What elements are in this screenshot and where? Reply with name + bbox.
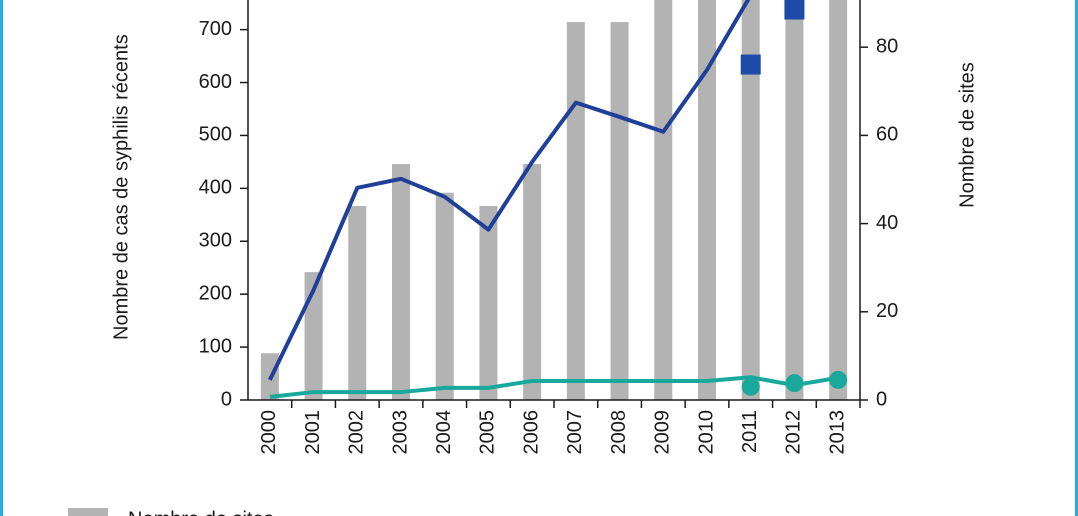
x-tick-label: 2004 (433, 410, 455, 455)
marker (785, 374, 804, 393)
bar (435, 192, 454, 400)
x-tick-label: 2006 (520, 410, 542, 455)
y2-tick-label: 0 (876, 388, 887, 410)
bar (785, 0, 804, 401)
x-tick-label: 2011 (739, 410, 761, 453)
marker (740, 54, 761, 75)
x-tick-label: 2008 (608, 410, 630, 455)
x-tick-label: 2012 (783, 410, 805, 455)
y-tick-label: 0 (221, 388, 232, 410)
bar (304, 272, 323, 400)
y-tick-label: 200 (199, 282, 232, 304)
bar (348, 205, 367, 400)
marker (784, 0, 805, 20)
y-tick-label: 600 (199, 71, 232, 93)
y-axis-label: Nombre de cas de syphilis récents (110, 34, 132, 340)
y-tick-label: 100 (199, 335, 232, 357)
bar (654, 0, 673, 401)
marker (829, 370, 848, 389)
y-tick-label: 500 (199, 124, 232, 146)
x-tick-label: 2002 (346, 410, 368, 455)
y2-tick-label: 20 (876, 300, 898, 322)
x-tick-label: 2005 (477, 410, 499, 455)
line (268, 0, 751, 381)
line (269, 375, 839, 399)
y2-tick-label: 80 (876, 35, 898, 57)
bar (610, 22, 629, 400)
x-tick-label: 2013 (826, 410, 848, 455)
x-tick-label: 2010 (695, 410, 717, 455)
bar (523, 164, 542, 400)
y-tick-label: 400 (199, 177, 232, 199)
bar (392, 164, 410, 400)
bar (741, 0, 760, 401)
y-tick-label: 300 (199, 230, 232, 252)
y2-axis-label: Nombre de sites (956, 62, 978, 208)
y-tick-label: 700 (199, 18, 232, 40)
x-tick-label: 2000 (258, 410, 280, 455)
bar (566, 22, 585, 400)
x-tick-label: 2009 (652, 410, 674, 455)
x-tick-label: 2003 (389, 410, 411, 455)
x-tick-label: 2001 (302, 410, 324, 455)
bar (698, 0, 716, 401)
y2-tick-label: 40 (876, 212, 898, 234)
bar (479, 205, 498, 400)
legend-label: Nombre de sites (128, 508, 274, 516)
y2-tick-label: 60 (876, 124, 898, 146)
bar (829, 0, 848, 401)
legend-swatch (68, 508, 108, 516)
marker (741, 377, 760, 396)
x-tick-label: 2007 (564, 410, 586, 455)
